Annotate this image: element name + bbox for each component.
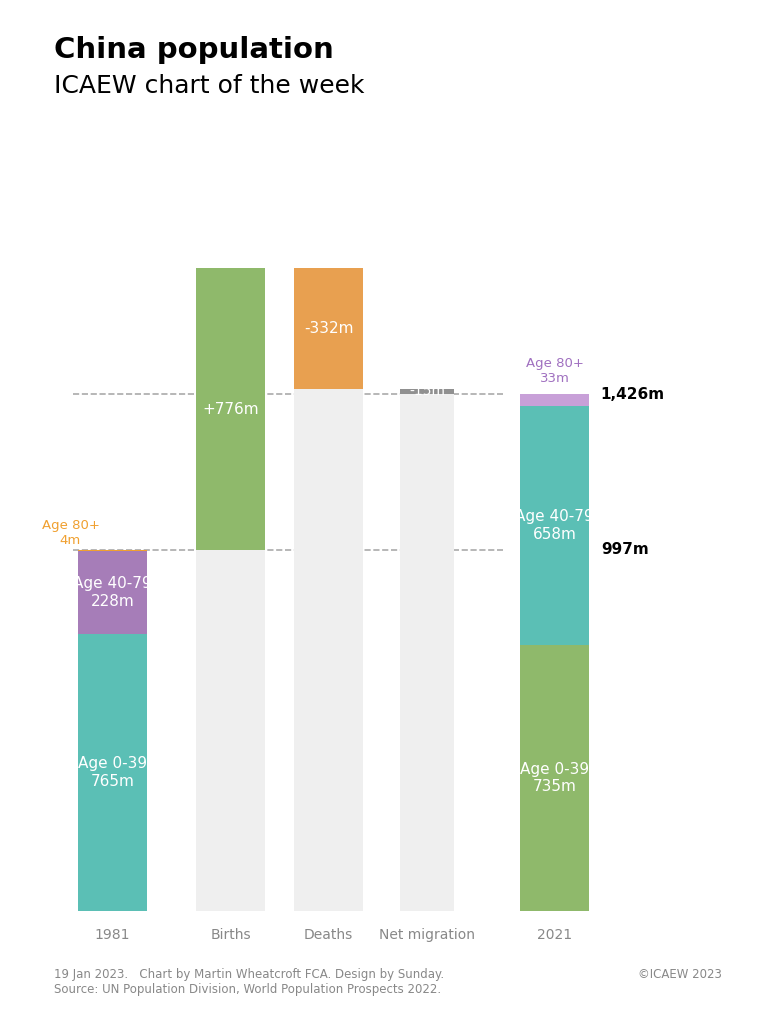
Bar [78, 634, 147, 911]
Text: -332m: -332m [304, 322, 353, 336]
Text: 1,426m: 1,426m [601, 387, 665, 401]
Text: Age 80+
33m: Age 80+ 33m [525, 357, 584, 385]
Bar [400, 389, 454, 394]
Text: ICAEW chart of the week: ICAEW chart of the week [54, 74, 364, 97]
Bar [78, 550, 147, 551]
Bar [400, 389, 454, 911]
Bar [520, 394, 589, 407]
Text: 19 Jan 2023.   Chart by Martin Wheatcroft FCA. Design by Sunday.
Source: UN Popu: 19 Jan 2023. Chart by Martin Wheatcroft … [54, 968, 444, 995]
Text: Age 40-79
658m: Age 40-79 658m [515, 509, 594, 542]
Text: China population: China population [54, 36, 333, 63]
Bar [78, 551, 147, 634]
Bar [520, 645, 589, 911]
Bar [196, 268, 265, 550]
Text: Age 0-39
765m: Age 0-39 765m [78, 757, 147, 788]
Text: Age 0-39
735m: Age 0-39 735m [520, 762, 589, 795]
Text: 997m: 997m [601, 543, 648, 557]
Bar [294, 268, 363, 911]
Text: -15m: -15m [409, 384, 445, 398]
Text: Age 40-79
228m: Age 40-79 228m [74, 577, 152, 609]
Bar [196, 550, 265, 911]
Text: ©ICAEW 2023: ©ICAEW 2023 [638, 968, 722, 981]
Bar [294, 268, 363, 389]
Bar [520, 407, 589, 645]
Text: Age 80+
4m: Age 80+ 4m [41, 519, 99, 547]
Text: +776m: +776m [202, 401, 259, 417]
